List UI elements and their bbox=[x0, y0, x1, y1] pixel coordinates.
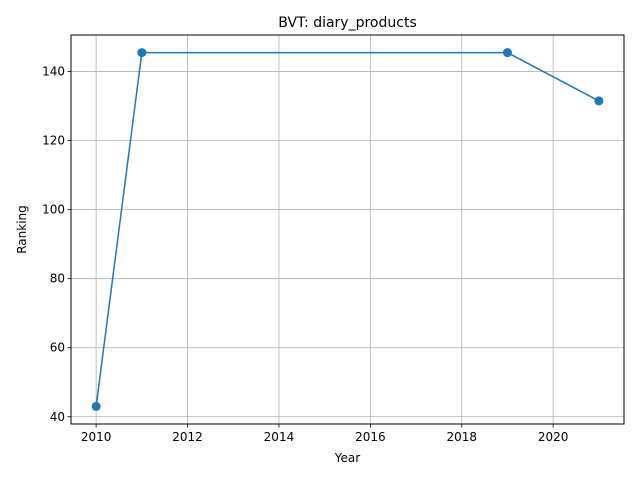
x-tick-label: 2016 bbox=[355, 430, 386, 444]
x-tick-label: 2012 bbox=[172, 430, 203, 444]
series-layer bbox=[91, 48, 604, 411]
y-tick-label: 140 bbox=[42, 65, 65, 79]
data-point bbox=[502, 48, 512, 58]
y-tick-label: 100 bbox=[42, 203, 65, 217]
y-tick-label: 60 bbox=[50, 341, 65, 355]
y-tick-label: 120 bbox=[42, 134, 65, 148]
data-point bbox=[594, 96, 604, 106]
x-tick-label: 2020 bbox=[538, 430, 569, 444]
data-point bbox=[91, 401, 101, 411]
axis-ticks: 2010 2012 2014 2016 2018 2020 40 60 80 100 120 140 bbox=[42, 65, 568, 444]
y-axis-label: Ranking bbox=[15, 205, 29, 254]
x-axis-label: Year bbox=[334, 451, 360, 465]
y-tick-label: 80 bbox=[50, 272, 65, 286]
x-tick-label: 2018 bbox=[446, 430, 477, 444]
grid bbox=[71, 35, 624, 424]
series-line bbox=[95, 51, 600, 407]
chart-title: BVT: diary_products bbox=[278, 15, 416, 31]
data-point bbox=[137, 48, 147, 58]
plot-frame bbox=[70, 34, 625, 425]
y-tick-label: 40 bbox=[50, 410, 65, 424]
x-tick-label: 2014 bbox=[264, 430, 295, 444]
x-tick-label: 2010 bbox=[81, 430, 112, 444]
